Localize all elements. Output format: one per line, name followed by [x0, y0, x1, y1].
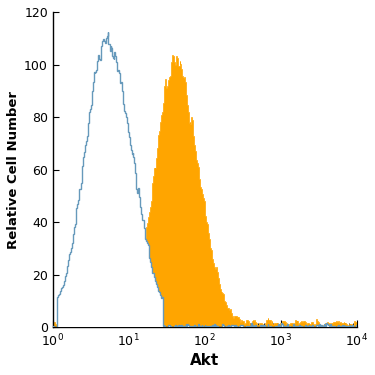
Y-axis label: Relative Cell Number: Relative Cell Number — [7, 91, 20, 249]
X-axis label: Akt: Akt — [190, 353, 219, 368]
